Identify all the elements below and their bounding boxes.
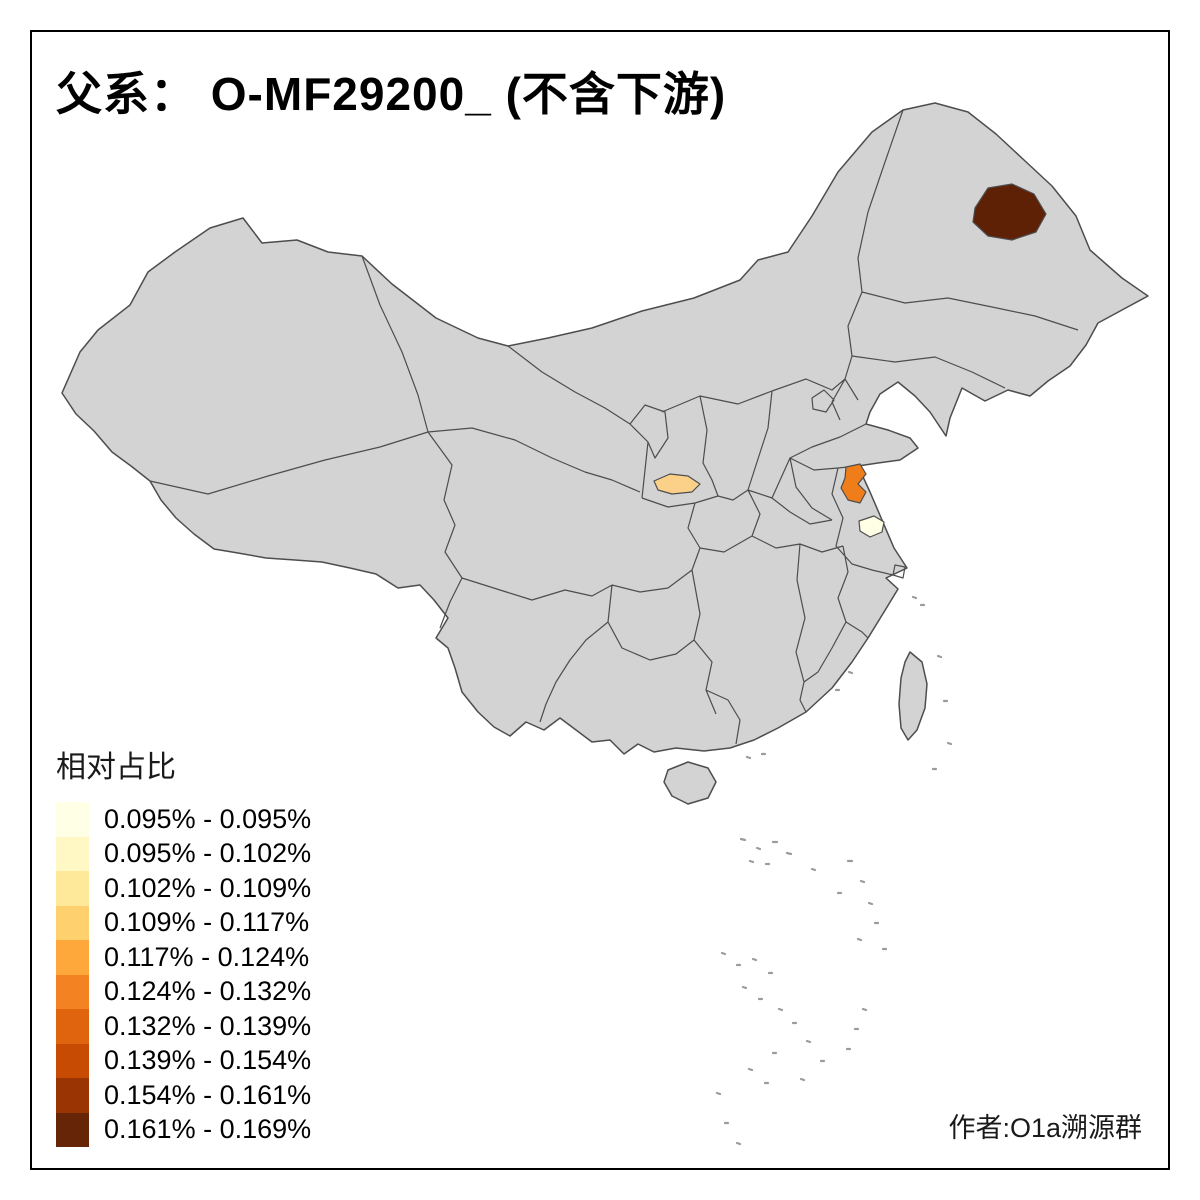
- legend-item: 0.095% - 0.102%: [56, 836, 312, 871]
- legend-item: 0.132% - 0.139%: [56, 1009, 311, 1044]
- highlight-region-north-jiangsu: [840, 463, 867, 504]
- highlight-region-south-shaanxi: [653, 473, 701, 495]
- legend-swatch: [56, 1078, 89, 1113]
- legend-label: 0.109% - 0.117%: [104, 907, 310, 938]
- legend-item: 0.139% - 0.154%: [56, 1043, 312, 1078]
- legend-swatch: [56, 802, 89, 837]
- legend: 相对占比 0.095% - 0.095% 0.095% - 0.102% 0.1…: [56, 742, 311, 1147]
- legend-item: 0.161% - 0.169%: [56, 1112, 312, 1147]
- taiwan-island: [898, 651, 928, 741]
- mainland-outline: [61, 102, 1149, 755]
- highlight-region-northeast: [972, 183, 1047, 241]
- page-title: 父系： O-MF29200_ (不含下游): [56, 68, 727, 120]
- hainan-island: [663, 761, 717, 805]
- highlight-region-central-jiangsu: [858, 515, 885, 538]
- legend-swatch: [56, 940, 89, 975]
- legend-label: 0.154% - 0.161%: [104, 1079, 312, 1110]
- legend-swatch: [56, 871, 89, 906]
- legend-item: 0.102% - 0.109%: [56, 871, 311, 906]
- province-borders: [149, 109, 1079, 745]
- legend-label: 0.102% - 0.109%: [104, 872, 312, 903]
- legend-item: 0.095% - 0.095%: [56, 802, 311, 837]
- legend-swatch: [56, 1112, 89, 1147]
- legend-label: 0.161% - 0.169%: [104, 1114, 312, 1145]
- legend-label: 0.124% - 0.132%: [104, 976, 312, 1007]
- legend-swatch: [56, 974, 89, 1009]
- legend-label: 0.117% - 0.124%: [104, 941, 310, 972]
- legend-item: 0.154% - 0.161%: [56, 1078, 311, 1113]
- islets: [715, 595, 953, 1146]
- legend-item: 0.109% - 0.117%: [56, 905, 311, 940]
- highlighted-regions: [653, 183, 1047, 538]
- legend-label: 0.139% - 0.154%: [104, 1045, 312, 1076]
- china-base-land: [61, 102, 1149, 805]
- legend-swatch: [56, 905, 89, 940]
- legend-swatch: [56, 1009, 89, 1044]
- legend-item: 0.117% - 0.124%: [56, 940, 311, 975]
- author-credit: 作者:O1a溯源群: [948, 1113, 1142, 1143]
- legend-item: 0.124% - 0.132%: [56, 974, 312, 1009]
- legend-label: 0.095% - 0.102%: [104, 838, 312, 869]
- legend-label: 0.095% - 0.095%: [104, 803, 312, 834]
- legend-swatch: [56, 836, 89, 871]
- legend-title: 相对占比: [56, 751, 176, 784]
- legend-label: 0.132% - 0.139%: [104, 1010, 312, 1041]
- legend-rows: 0.095% - 0.095% 0.095% - 0.102% 0.102% -…: [56, 802, 311, 1147]
- legend-swatch: [56, 1043, 89, 1078]
